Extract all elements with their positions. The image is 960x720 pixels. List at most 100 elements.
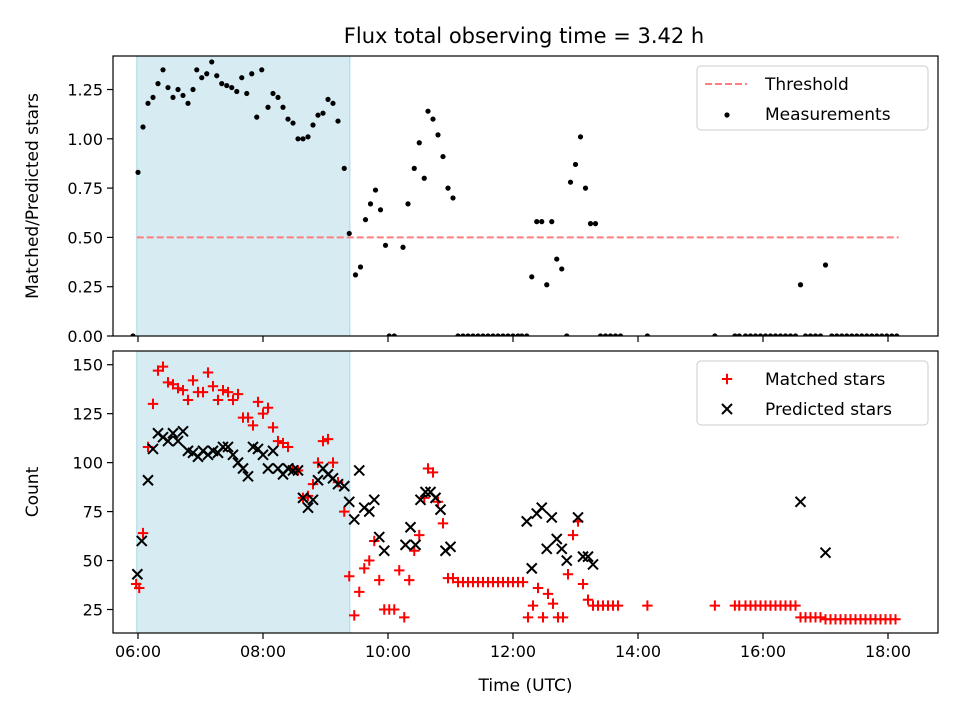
x-tick-label: 16:00: [740, 642, 786, 661]
matched-star-marker: [404, 574, 415, 586]
matched-star-marker: [202, 367, 214, 378]
matched-star-marker: [212, 394, 224, 406]
predicted-star-marker: [429, 492, 442, 504]
measurement-point: [822, 262, 829, 268]
measurement-point: [315, 112, 321, 118]
matched-star-marker: [359, 563, 370, 574]
measurement-point: [155, 81, 161, 87]
matched-star-marker: [642, 600, 653, 611]
matched-star-marker: [437, 518, 449, 529]
observing-window-span: [136, 350, 351, 634]
predicted-star-marker: [332, 478, 344, 490]
matched-star-marker: [562, 569, 574, 580]
matched-star-marker: [547, 598, 559, 609]
measurement-point: [607, 333, 614, 336]
measurement-point: [572, 161, 579, 168]
measurement-point: [844, 333, 850, 336]
matched-star-marker: [272, 435, 284, 447]
measurement-point: [145, 100, 151, 106]
series-predicted-stars: [131, 425, 832, 580]
measurement-point: [465, 333, 471, 336]
predicted-star-marker: [556, 543, 568, 555]
matched-star-marker: [709, 600, 721, 611]
measurement-point: [160, 67, 166, 73]
measurement-point: [421, 175, 427, 181]
measurement-point: [219, 81, 225, 87]
matched-star-marker: [582, 594, 594, 605]
matched-star-marker: [399, 612, 410, 623]
measurement-point: [275, 94, 281, 101]
matched-star-marker: [567, 529, 579, 541]
measurement-point: [400, 244, 406, 250]
measurement-point: [757, 333, 764, 336]
matched-star-marker: [394, 565, 405, 576]
observing-window-span: [136, 55, 351, 337]
legend: Matched stars Predicted stars: [696, 360, 929, 426]
measurement-point: [234, 88, 240, 95]
matched-star-marker: [232, 388, 244, 400]
plot-area: [130, 361, 901, 625]
measurement-point: [180, 92, 186, 99]
matched-star-marker: [374, 574, 385, 586]
predicted-star-marker: [521, 515, 533, 528]
measurement-point: [377, 207, 384, 213]
measurement-point: [300, 136, 306, 142]
matched-star-marker: [197, 386, 209, 398]
matched-star-marker: [542, 588, 554, 600]
predicted-star-marker: [363, 505, 375, 518]
measurement-point: [807, 333, 814, 336]
y-tick-label: 75: [83, 503, 103, 522]
y-tick-label: 100: [72, 454, 103, 473]
matched-star-marker: [577, 578, 589, 590]
matched-star-marker: [532, 582, 544, 594]
measurement-point: [777, 333, 784, 336]
measurement-point: [772, 333, 779, 336]
measurement-point: [470, 333, 476, 336]
predicted-star-marker: [227, 449, 239, 461]
predicted-star-marker: [287, 464, 299, 477]
measurement-point: [829, 333, 835, 336]
measurement-point: [747, 333, 754, 336]
x-tick-label: 14:00: [615, 642, 661, 661]
predicted-star-marker: [561, 554, 573, 567]
measurement-point: [577, 134, 584, 140]
measurement-point: [224, 82, 230, 89]
predicted-star-marker: [419, 486, 432, 498]
axes-frame: [112, 350, 939, 634]
measurement-point: [335, 118, 341, 124]
measurement-point: [352, 272, 359, 278]
x-axis-label: Time (UTC): [478, 676, 573, 696]
predicted-star-marker: [267, 445, 279, 457]
series-measurements: [130, 59, 900, 336]
predicted-star-marker: [353, 464, 365, 477]
predicted-star-marker: [262, 462, 274, 475]
measurement-point: [524, 333, 530, 336]
measurement-point: [239, 75, 245, 81]
predicted-star-marker: [222, 441, 234, 453]
matched-star-marker: [162, 377, 174, 388]
measurement-point: [834, 333, 840, 336]
legend-measurement-swatch: [724, 112, 730, 118]
matched-star-marker: [247, 420, 259, 431]
measurement-point: [330, 100, 336, 106]
legend-predicted-swatch: [721, 403, 733, 415]
y-tick-label: 150: [72, 356, 103, 375]
measurement-point: [290, 120, 296, 126]
measurement-point: [259, 67, 265, 73]
predicted-star-marker: [368, 494, 380, 506]
predicted-star-marker: [172, 435, 184, 447]
measurement-point: [534, 219, 540, 225]
measurement-point: [539, 219, 545, 225]
measurement-point: [460, 333, 466, 336]
measurement-point: [864, 333, 870, 336]
predicted-star-marker: [348, 513, 360, 526]
matched-star-marker: [354, 586, 365, 598]
measurement-point: [485, 333, 491, 336]
legend-label: Threshold: [764, 75, 849, 95]
predicted-star-marker: [794, 496, 807, 508]
predicted-star-marker: [297, 492, 309, 504]
measurement-point: [752, 333, 759, 336]
matched-star-marker: [317, 435, 329, 447]
y-tick-label: 0.75: [67, 179, 103, 198]
